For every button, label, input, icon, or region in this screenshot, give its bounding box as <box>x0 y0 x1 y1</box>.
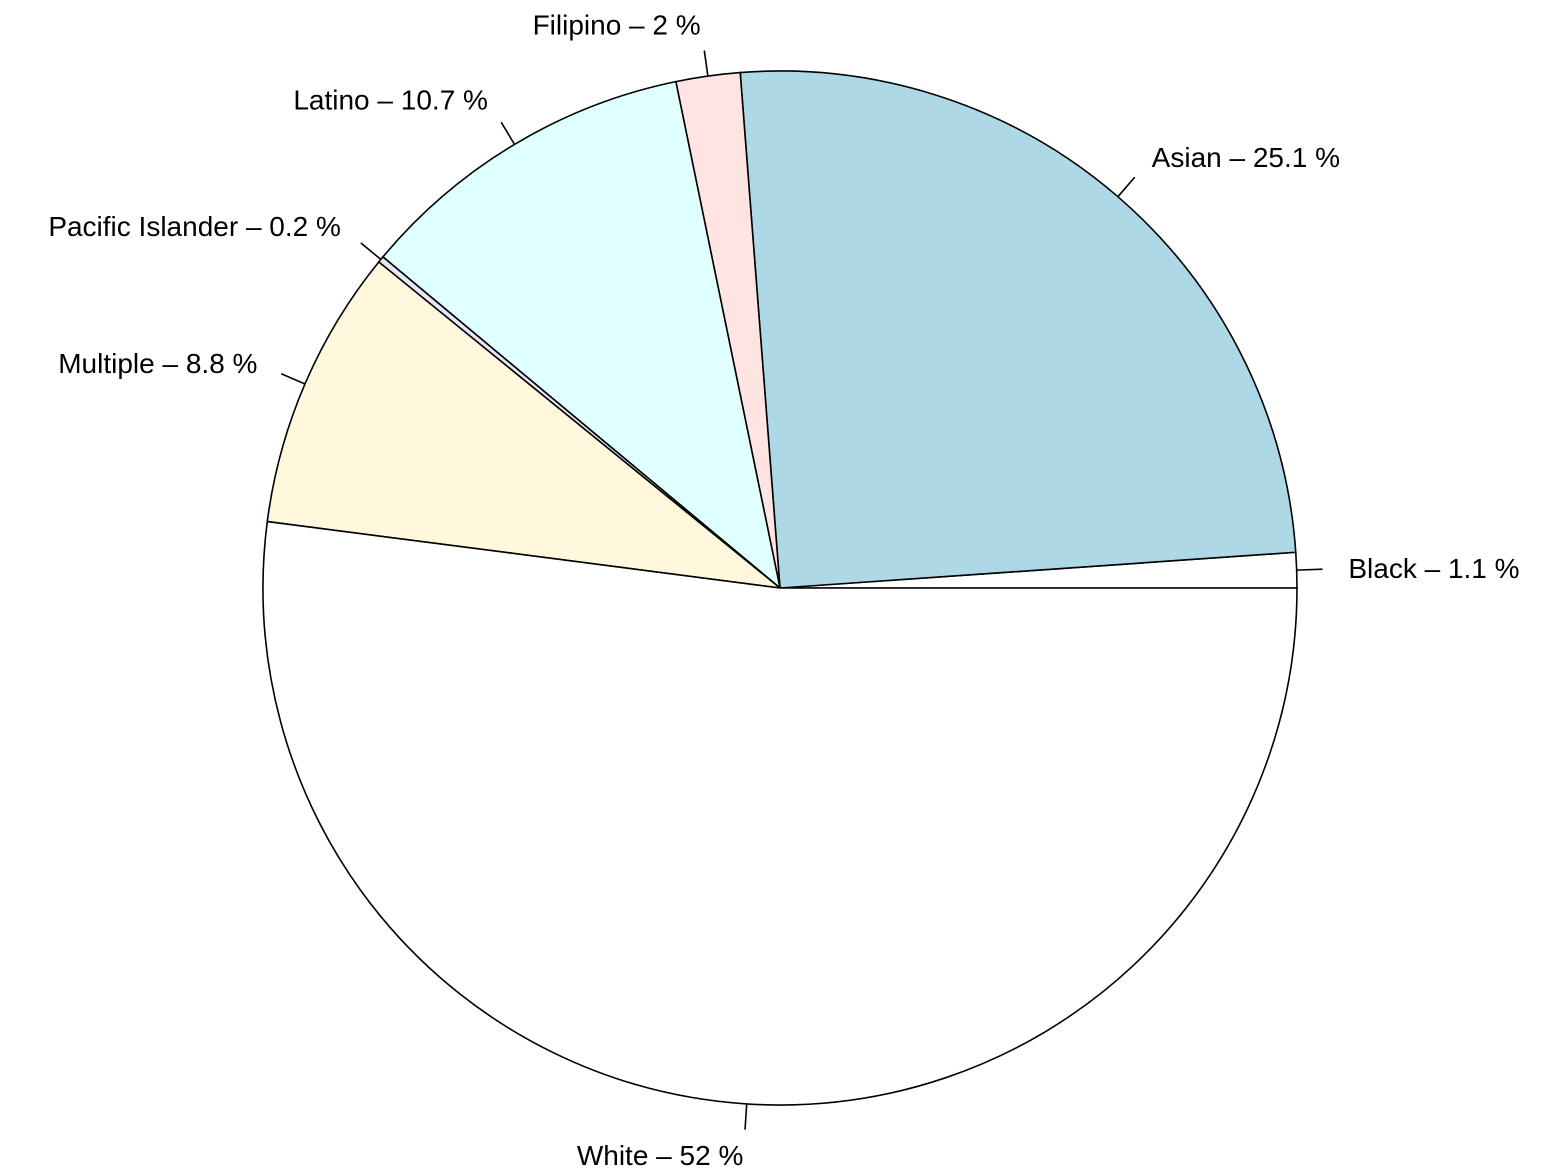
slice-label: Multiple – 8.8 % <box>58 348 257 379</box>
slice-label: Filipino – 2 % <box>533 9 701 40</box>
slice-label: White – 52 % <box>577 1140 744 1171</box>
label-tick <box>280 373 306 385</box>
label-tick <box>500 121 516 145</box>
label-tick <box>744 1103 748 1130</box>
slice-label: Asian – 25.1 % <box>1152 142 1340 173</box>
pie-slice-asian <box>739 70 1297 589</box>
pie-slice-latino <box>381 80 782 591</box>
slice-label: Latino – 10.7 % <box>293 85 488 116</box>
pie-slices <box>262 70 1298 1106</box>
slice-label: Black – 1.1 % <box>1348 553 1519 584</box>
label-tick <box>1117 176 1136 198</box>
slice-label: Pacific Islander – 0.2 % <box>48 211 341 242</box>
pie-slice-white <box>262 520 1298 1106</box>
label-tick <box>703 50 709 77</box>
label-tick <box>360 242 382 261</box>
pie-labels: Black – 1.1 % Asian – 25.1 % Filipino – 2 … <box>48 9 1519 1171</box>
label-tick <box>1296 568 1323 571</box>
